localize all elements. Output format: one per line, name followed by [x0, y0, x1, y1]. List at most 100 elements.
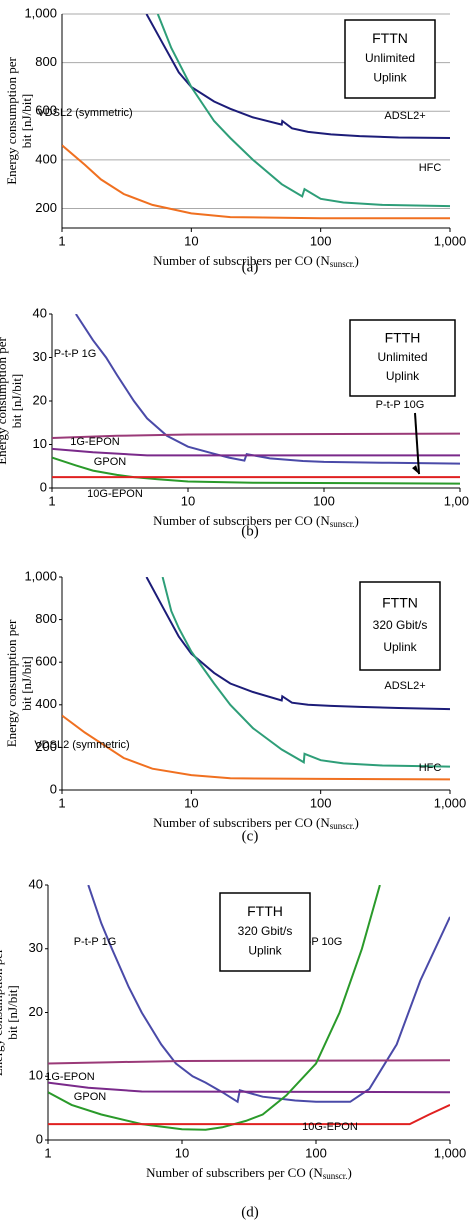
x-label-part: Number of subscribers per CO (N [153, 815, 330, 830]
x-label-part: sunscr. [330, 821, 355, 831]
series-line [48, 1081, 450, 1094]
series-line [145, 14, 450, 139]
y-label-line: Energy consumption per [4, 619, 19, 747]
series-label: 1G-EPON [70, 436, 120, 448]
x-tick-label: 10 [184, 233, 198, 248]
legend-box [344, 19, 436, 99]
y-label-line: bit [nJ/bit] [19, 656, 34, 711]
series-label: GPON [74, 1091, 106, 1103]
box-text: Uplink [386, 369, 420, 383]
box-text: 320 Gbit/s [238, 924, 293, 938]
y-label-line: Energy consumption per [4, 57, 19, 185]
caption: (a) [242, 259, 259, 275]
series-label: VDSL2 (symmetric) [34, 739, 129, 751]
axes [61, 577, 450, 791]
y-tick-label: 0 [36, 1131, 43, 1146]
y-tick-label: 40 [33, 305, 47, 320]
legend-box [219, 892, 311, 972]
y-tick-label: 20 [29, 1004, 43, 1019]
y-axis-label: Energy consumption perbit [nJ/bit] [4, 619, 34, 747]
y-tick-label: 0 [50, 781, 57, 796]
series-line [52, 447, 460, 457]
x-tick-label: 1,000 [434, 233, 467, 248]
x-tick-label: 1,000 [434, 795, 467, 810]
y-tick-label: 800 [35, 611, 57, 626]
y-tick-label: 30 [29, 940, 43, 955]
x-tick-label: 100 [310, 795, 332, 810]
x-axis-label: Number of subscribers per CO (Nsunscr.) [153, 815, 359, 831]
y-tick-label: 10 [33, 436, 47, 451]
y-axis-label: Energy consumption perbit [nJ/bit] [0, 948, 20, 1076]
x-label-part: ) [354, 253, 358, 268]
box-text: FTTN [372, 30, 408, 46]
axes [51, 314, 460, 489]
x-tick-label: 10 [175, 1145, 189, 1160]
series-line [62, 144, 450, 220]
box-text: Unlimited [365, 51, 415, 65]
y-tick-label: 400 [35, 151, 57, 166]
series-line [52, 432, 460, 439]
box-text: Unlimited [377, 350, 427, 364]
x-axis-label: Number of subscribers per CO (Nsunscr.) [153, 513, 359, 529]
arrow-head [412, 465, 420, 475]
axes [61, 14, 450, 229]
x-label-part: ) [354, 513, 358, 528]
y-tick-label: 600 [35, 103, 57, 118]
x-label-part: ) [347, 1165, 351, 1180]
x-tick-label: 1 [58, 795, 65, 810]
x-label-part: Number of subscribers per CO (N [153, 253, 330, 268]
box-text: FTTN [382, 595, 418, 611]
series-line [48, 1103, 450, 1126]
series-label: ADSL2+ [384, 110, 425, 122]
legend-box [359, 581, 441, 671]
series-line [48, 1059, 450, 1065]
series-label: 10G-EPON [302, 1121, 358, 1133]
series-label: HFC [419, 762, 442, 774]
x-tick-label: 1 [48, 493, 55, 508]
y-tick-label: 20 [33, 392, 47, 407]
x-label-part: Number of subscribers per CO (N [153, 513, 330, 528]
series-line [156, 14, 450, 208]
box-text: Uplink [373, 71, 407, 85]
x-tick-label: 1 [58, 233, 65, 248]
y-tick-label: 1,000 [24, 5, 57, 20]
x-tick-label: 1,000 [444, 493, 469, 508]
x-label-part: ) [354, 815, 358, 830]
series-label: VDSL2 (symmetric) [37, 107, 132, 119]
y-label-line: bit [nJ/bit] [5, 985, 20, 1040]
series-label: P-t-P 1G [54, 348, 97, 360]
y-label-line: Energy consumption per [0, 948, 5, 1076]
caption: (d) [241, 1204, 259, 1220]
x-label-part: sunscr. [330, 259, 355, 269]
y-axis-label: Energy consumption perbit [nJ/bit] [4, 57, 34, 185]
series-label: P-t-P 1G [74, 936, 117, 948]
x-label-part: Number of subscribers per CO (N [146, 1165, 323, 1180]
legend-box [349, 319, 456, 397]
y-tick-label: 400 [35, 696, 57, 711]
series-label: 10G-EPON [87, 488, 143, 500]
y-tick-label: 1,000 [24, 568, 57, 583]
y-tick-label: 200 [35, 200, 57, 215]
y-tick-label: 200 [35, 739, 57, 754]
series-line [145, 577, 450, 711]
annotation: P-t-P 10G [376, 399, 425, 411]
y-tick-label: 600 [35, 654, 57, 669]
axes [47, 885, 450, 1141]
y-tick-label: 10 [29, 1068, 43, 1083]
y-label-line: bit [nJ/bit] [9, 374, 24, 429]
series-label: GPON [94, 456, 126, 468]
caption: (c) [242, 828, 259, 844]
y-axis-label: Energy consumption perbit [nJ/bit] [0, 337, 24, 465]
y-label-line: Energy consumption per [0, 337, 9, 465]
x-label-part: sunscr. [330, 519, 355, 529]
box-text: 320 Gbit/s [373, 618, 428, 632]
series-label: 1G-EPON [45, 1071, 95, 1083]
series-line [75, 314, 460, 465]
caption: (b) [241, 523, 259, 539]
x-axis-label: Number of subscribers per CO (Nsunscr.) [146, 1165, 352, 1181]
x-tick-label: 100 [310, 233, 332, 248]
box-text: FTTH [247, 903, 283, 919]
y-label-line: bit [nJ/bit] [19, 94, 34, 149]
series-label: HFC [419, 162, 442, 174]
